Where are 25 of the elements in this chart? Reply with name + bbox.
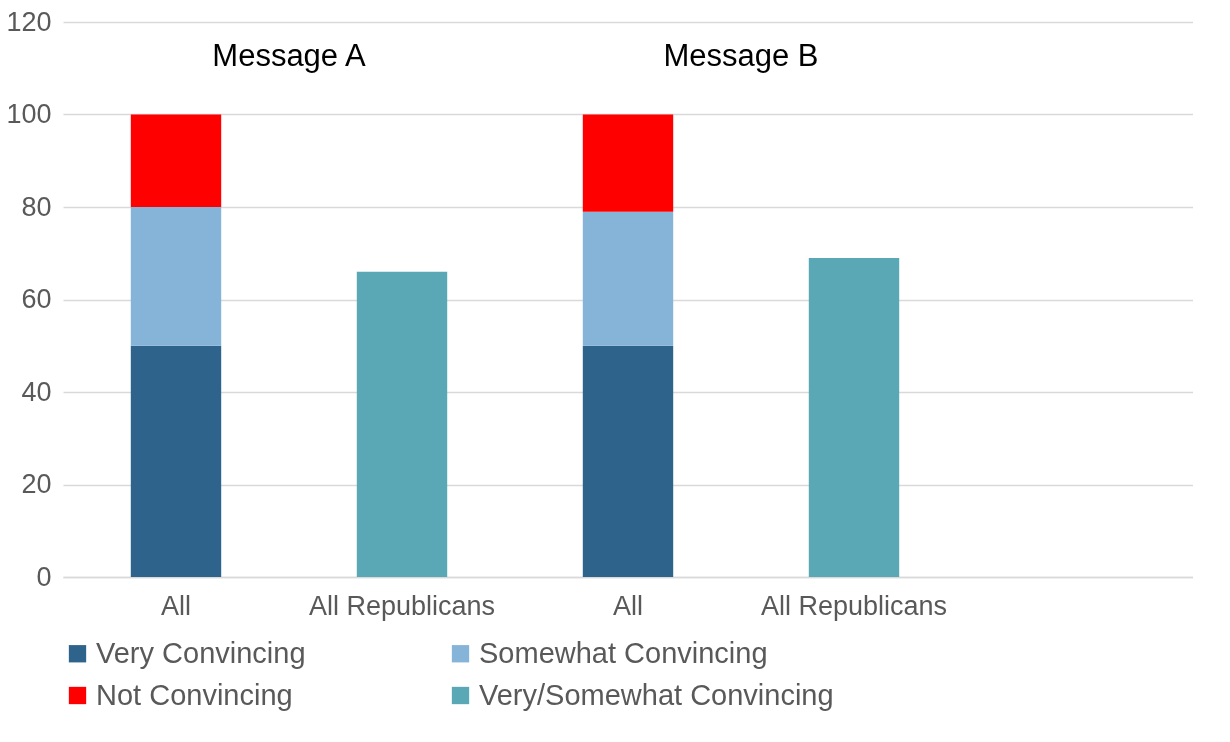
x-tick-label: All Republicans	[760, 590, 948, 621]
x-tick-label: All Republicans	[308, 590, 496, 621]
x-tick-label: All	[160, 590, 192, 621]
bar	[130, 207, 222, 346]
bar	[582, 345, 674, 577]
legend-label: Very/Somewhat Convincing	[479, 678, 834, 711]
annotation: Message B	[663, 38, 819, 73]
y-tick-label: 100	[6, 99, 52, 129]
x-tick-label: All	[612, 590, 644, 621]
y-tick-label: 40	[21, 376, 52, 407]
legend-label: Somewhat Convincing	[479, 636, 768, 669]
bar	[356, 271, 448, 577]
bar	[130, 114, 222, 207]
annotation: Message A	[212, 38, 366, 73]
legend-label: Very Convincing	[96, 636, 306, 669]
bar	[130, 345, 222, 577]
y-tick-label: 0	[36, 561, 52, 592]
legend-label: Not Convincing	[96, 678, 293, 711]
y-tick-label: 20	[21, 469, 52, 499]
y-tick-label: 120	[6, 6, 52, 37]
y-tick-label: 80	[21, 191, 52, 222]
bar	[582, 211, 674, 346]
y-tick-label: 60	[21, 284, 52, 314]
bar	[808, 257, 900, 577]
bar	[582, 114, 674, 212]
